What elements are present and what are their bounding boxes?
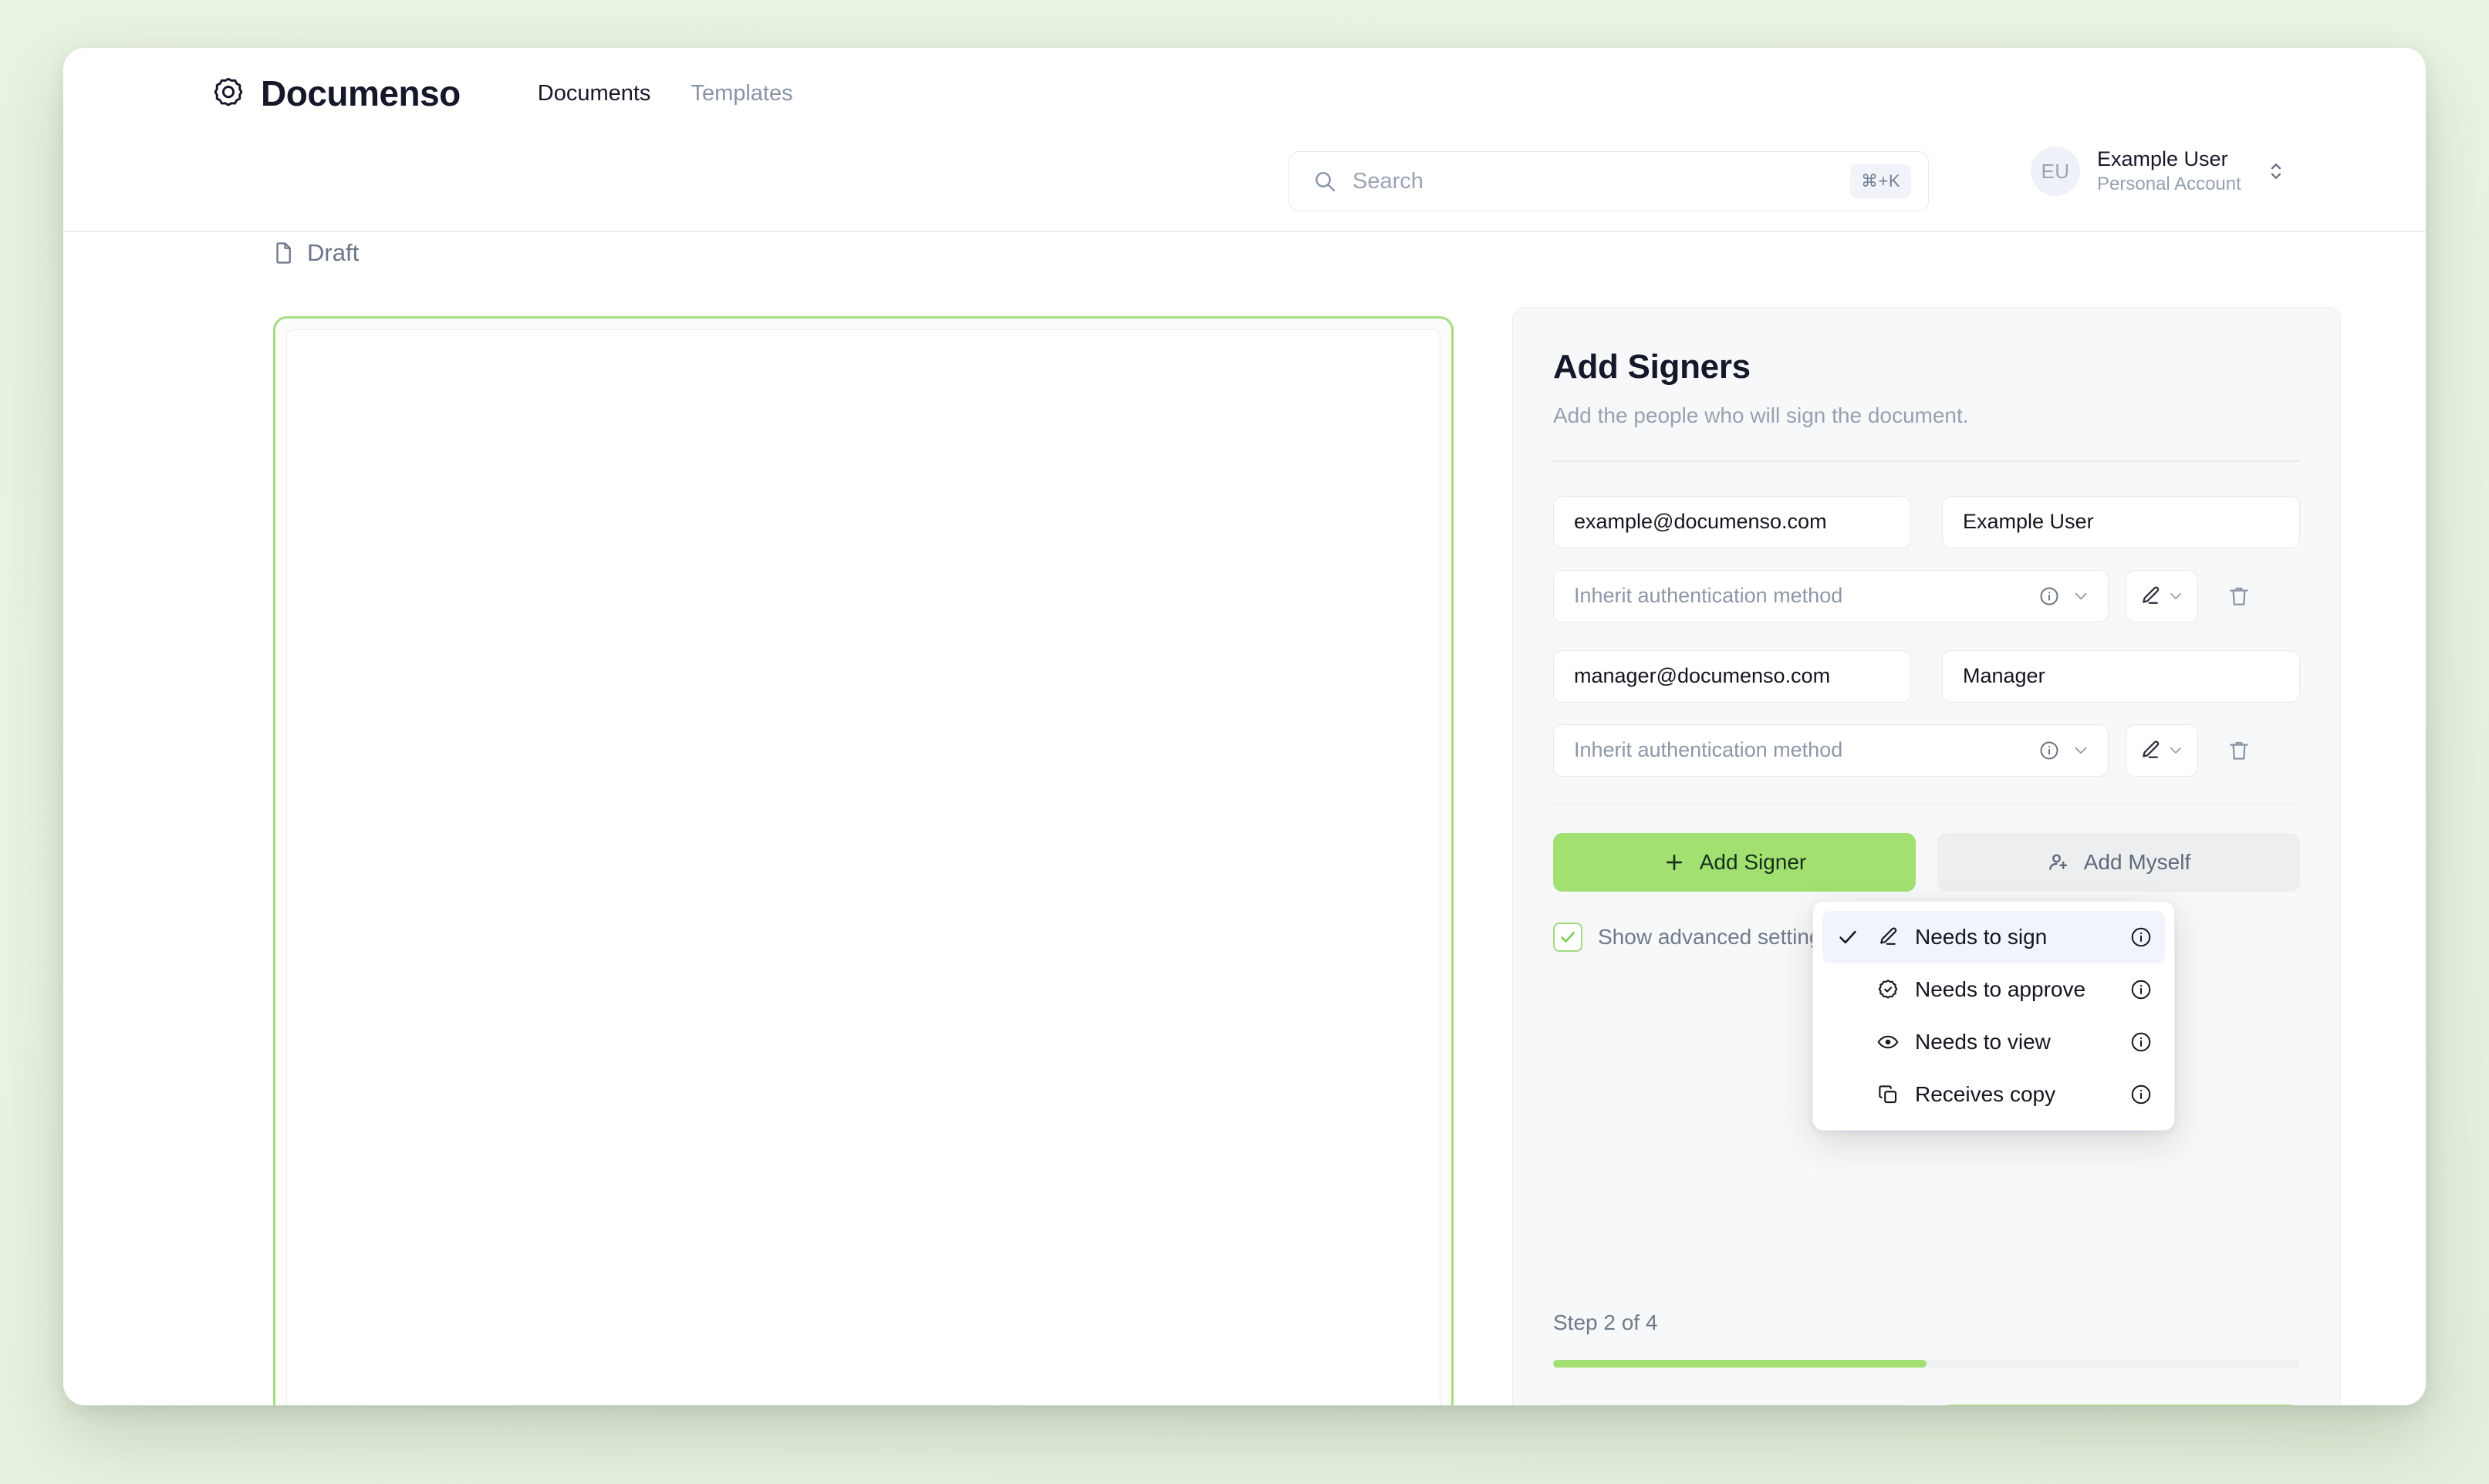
progress-bar [1553, 1360, 2300, 1368]
chevrons-up-down-icon [2264, 160, 2288, 183]
copy-icon [1873, 1083, 1903, 1106]
eye-icon [1873, 1030, 1903, 1054]
signer-options: Inherit authentication method [1553, 569, 2300, 622]
signer-role-dropdown[interactable] [2126, 569, 2198, 622]
advanced-settings-checkbox[interactable] [1553, 922, 1582, 952]
auth-method-select[interactable]: Inherit authentication method [1553, 569, 2109, 622]
header-divider [63, 231, 2426, 232]
signer-email-field[interactable]: manager@documenso.com [1553, 649, 1911, 703]
advanced-settings-label: Show advanced settings [1598, 925, 1832, 949]
signer-name-field[interactable]: Example User [1942, 495, 2300, 548]
trash-icon [2227, 584, 2251, 609]
file-icon [272, 241, 295, 265]
info-icon[interactable] [2129, 1030, 2153, 1054]
role-menu-item-needs-to-sign[interactable]: Needs to sign [1822, 911, 2165, 963]
add-signer-label: Add Signer [1699, 850, 1807, 874]
app-header: Documenso Documents Templates [63, 48, 2426, 139]
delete-signer-button[interactable] [2215, 570, 2263, 622]
brand[interactable]: Documenso [211, 73, 461, 114]
signer-role-menu: Needs to sign Needs to approve Needs to … [1812, 901, 2175, 1131]
divider [1553, 804, 2300, 805]
role-menu-item-label: Receives copy [1915, 1082, 2056, 1106]
role-menu-item-receives-copy[interactable]: Receives copy [1822, 1068, 2165, 1121]
step-indicator: Step 2 of 4 [1553, 1310, 1658, 1334]
signers-list: example@documenso.com Example User Inher… [1553, 495, 2300, 777]
pen-icon [1873, 926, 1903, 949]
search-icon [1312, 169, 1337, 194]
signer-name-field[interactable]: Manager [1942, 649, 2300, 703]
document-preview[interactable] [273, 316, 1454, 1405]
account-name: Example User [2097, 147, 2228, 171]
role-menu-item-label: Needs to view [1915, 1030, 2051, 1054]
auth-method-value: Inherit authentication method [1574, 738, 1843, 761]
signer-row: example@documenso.com Example User Inher… [1553, 495, 2300, 622]
role-menu-item-needs-to-view[interactable]: Needs to view [1822, 1016, 2165, 1068]
main-content: Add Signers Add the people who will sign… [63, 231, 2426, 1405]
app-window: Documenso Documents Templates Search ⌘+K… [63, 48, 2426, 1405]
info-icon[interactable] [2038, 585, 2060, 607]
divider [1553, 460, 2300, 462]
trash-icon [2227, 738, 2251, 763]
check-icon [1835, 926, 1861, 949]
auth-method-value: Inherit authentication method [1574, 584, 1843, 607]
show-advanced-settings-row[interactable]: Show advanced settings [1553, 922, 2300, 952]
chevron-down-icon [2071, 740, 2091, 761]
chevron-down-icon [2071, 586, 2091, 606]
signer-email-field[interactable]: example@documenso.com [1553, 495, 1911, 548]
signer-role-dropdown[interactable] [2126, 723, 2198, 777]
search-placeholder: Search [1353, 168, 1423, 194]
info-icon[interactable] [2129, 926, 2153, 949]
brand-name: Documenso [261, 73, 461, 113]
role-menu-item-label: Needs to approve [1915, 977, 2086, 1001]
main-nav: Documents Templates [538, 81, 793, 106]
add-myself-button[interactable]: Add Myself [1937, 833, 2300, 892]
signer-row: manager@documenso.com Manager Inherit au… [1553, 649, 2300, 777]
info-icon[interactable] [2129, 978, 2153, 1001]
role-menu-item-needs-to-approve[interactable]: Needs to approve [1822, 963, 2165, 1016]
signer-identity-fields: manager@documenso.com Manager [1553, 649, 2300, 703]
document-status: Draft [272, 239, 359, 267]
search-input[interactable]: Search ⌘+K [1288, 151, 1929, 211]
pen-icon [2139, 585, 2162, 608]
add-signer-button[interactable]: Add Signer [1553, 833, 1916, 892]
page-subtitle: Add the people who will sign the documen… [1553, 403, 1969, 427]
pen-icon [2139, 739, 2162, 762]
page-title: Add Signers [1553, 348, 1751, 386]
chevron-down-icon [2166, 587, 2185, 605]
card-footer: Step 2 of 4 Go Back Continue [1553, 1310, 2300, 1405]
search-shortcut-badge: ⌘+K [1849, 164, 1911, 198]
avatar: EU [2031, 147, 2080, 196]
nav-item-documents[interactable]: Documents [537, 80, 651, 106]
document-page [286, 329, 1440, 1405]
signer-identity-fields: example@documenso.com Example User [1553, 495, 2300, 548]
plus-icon [1663, 851, 1686, 874]
auth-method-icons [2038, 585, 2091, 607]
add-signers-card: Add Signers Add the people who will sign… [1512, 307, 2341, 1405]
role-menu-item-label: Needs to sign [1915, 925, 2048, 949]
check-icon [1559, 928, 1577, 946]
account-switcher[interactable]: EU Example User Personal Account [2031, 147, 2288, 196]
progress-bar-fill [1553, 1360, 1927, 1368]
auth-method-select[interactable]: Inherit authentication method [1553, 723, 2109, 777]
search-container: Search ⌘+K [1288, 151, 1929, 211]
chevron-down-icon [2166, 741, 2185, 760]
signer-options: Inherit authentication method [1553, 723, 2300, 777]
account-text: Example User Personal Account [2097, 147, 2241, 196]
delete-signer-button[interactable] [2215, 724, 2263, 777]
documenso-logo-icon [211, 76, 245, 110]
add-myself-label: Add Myself [2083, 850, 2191, 874]
info-icon[interactable] [2038, 740, 2060, 761]
signer-actions: Add Signer Add Myself [1553, 833, 2300, 892]
auth-method-icons [2038, 740, 2091, 761]
status-badge: Draft [307, 239, 360, 266]
info-icon[interactable] [2129, 1083, 2153, 1106]
account-subtitle: Personal Account [2097, 173, 2241, 194]
nav-item-templates[interactable]: Templates [691, 80, 793, 106]
badge-check-icon [1873, 978, 1903, 1001]
user-plus-icon [2047, 851, 2070, 874]
